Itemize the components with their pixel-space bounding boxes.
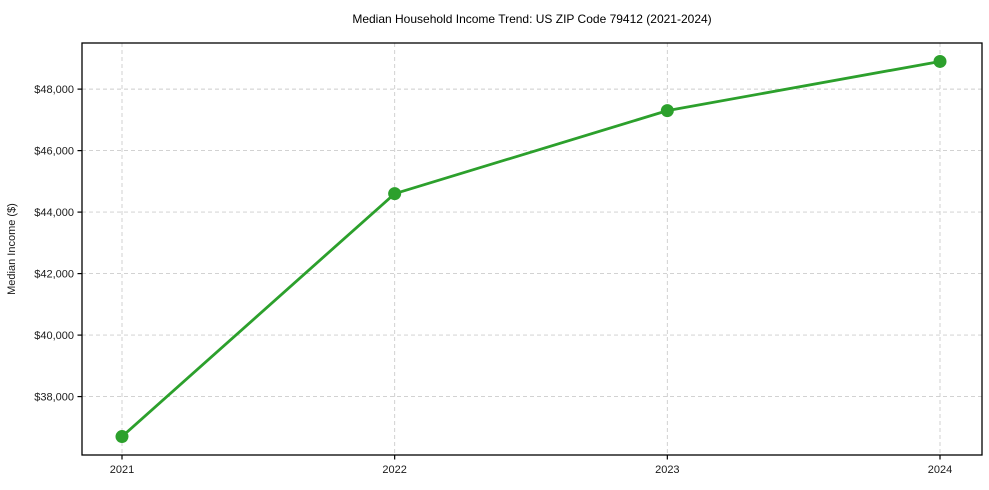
x-tick-label: 2024	[928, 464, 952, 476]
y-tick-label: $46,000	[34, 145, 74, 157]
plot-border	[81, 42, 983, 456]
y-tick-label: $48,000	[34, 84, 74, 96]
axis-ticks	[77, 88, 941, 460]
data-point-marker	[933, 54, 947, 68]
y-tick-label: $40,000	[34, 330, 74, 342]
y-tick-label: $38,000	[34, 391, 74, 403]
gridlines	[82, 43, 982, 455]
data-point-marker	[115, 430, 129, 444]
y-tick-label: $44,000	[34, 207, 74, 219]
x-tick-label: 2021	[110, 464, 134, 476]
axis-tick-labels: $38,000 $40,000 $42,000 $44,000 $46,000 $48,0…	[34, 84, 952, 476]
y-axis-label: Median Income ($)	[6, 203, 18, 295]
y-tick-label: $42,000	[34, 268, 74, 280]
income-trend-line	[120, 60, 942, 438]
data-point-marker	[388, 187, 402, 201]
chart-title: Median Household Income Trend: US ZIP Co…	[352, 12, 711, 26]
x-tick-label: 2023	[655, 464, 679, 476]
x-tick-label: 2022	[382, 464, 406, 476]
data-series	[115, 54, 947, 444]
data-point-marker	[660, 104, 674, 118]
